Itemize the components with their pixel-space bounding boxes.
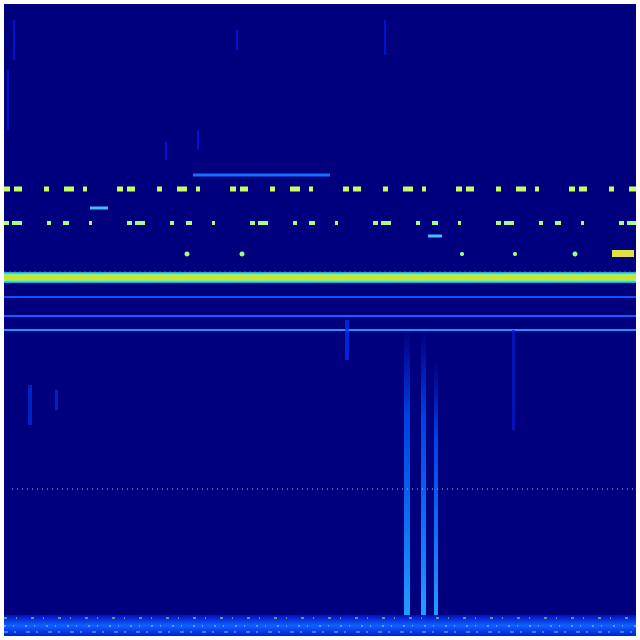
hot-band xyxy=(4,272,636,283)
dot xyxy=(572,251,578,257)
dot xyxy=(460,252,464,256)
dots xyxy=(184,250,634,257)
dot xyxy=(612,250,634,257)
dot xyxy=(513,252,517,256)
vertical-streak xyxy=(345,320,349,360)
faint-streaks xyxy=(7,20,386,160)
dot xyxy=(239,251,245,257)
vertical-streak xyxy=(421,330,426,616)
vertical-streak xyxy=(28,385,32,425)
background xyxy=(4,4,636,636)
vertical-streak xyxy=(512,330,515,430)
dot xyxy=(184,251,190,257)
vertical-streak xyxy=(404,330,410,616)
vertical-streak xyxy=(434,360,438,616)
vertical-streak xyxy=(55,390,58,410)
